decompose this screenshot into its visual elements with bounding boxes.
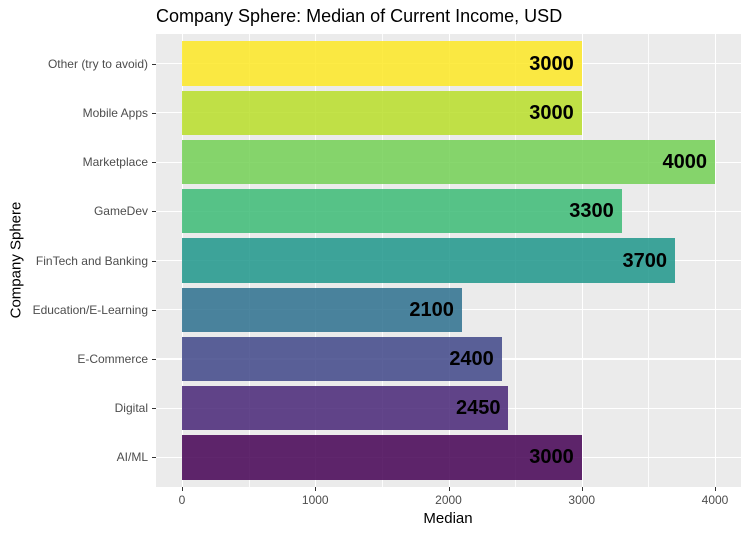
bar-value-label: 2100: [409, 298, 454, 321]
x-tick-label: 2000: [435, 493, 462, 507]
bar: [182, 287, 462, 332]
y-tick-label: Mobile Apps: [82, 105, 148, 120]
y-tick-mark: [152, 162, 156, 164]
y-tick-mark: [152, 457, 156, 459]
x-tick-mark: [715, 487, 716, 491]
x-tick-mark: [581, 487, 583, 491]
bar-value-label: 3000: [529, 446, 574, 469]
bar-value-label: 2400: [449, 347, 494, 370]
y-tick-mark: [152, 358, 156, 360]
bar-value-label: 3300: [569, 200, 614, 223]
y-tick-label: Digital: [114, 401, 148, 416]
y-tick-label: FinTech and Banking: [35, 253, 148, 268]
bar-value-label: 4000: [662, 151, 708, 174]
y-axis-title: Company Sphere: [7, 201, 25, 319]
y-tick-mark: [152, 408, 156, 410]
y-tick-label: Education/E-Learning: [32, 302, 148, 317]
bar-value-label: 2450: [455, 397, 501, 420]
bar: [182, 435, 582, 480]
plot-panel: 3000 3000 4000 3300 3700 2100 2400 2450 3000: [156, 34, 741, 487]
x-tick-label: 1000: [301, 493, 329, 507]
bar: [182, 41, 582, 86]
bar-value-label: 3000: [529, 101, 574, 124]
y-tick-label: Marketplace: [82, 155, 148, 170]
bar: [182, 336, 502, 382]
x-tick-label: 3000: [568, 493, 596, 507]
y-tick-mark: [152, 63, 156, 65]
y-tick-mark: [152, 112, 156, 114]
bar: [182, 189, 622, 234]
y-tick-label: E-Commerce: [77, 351, 148, 366]
y-tick-mark: [152, 260, 156, 262]
x-tick-label: 0: [178, 493, 186, 507]
bar: [182, 238, 676, 283]
x-axis-title: Median: [423, 510, 473, 527]
y-tick-label: GameDev: [93, 204, 148, 219]
y-tick-label: AI/ML: [116, 450, 148, 465]
bar: [182, 90, 582, 135]
bar: [182, 386, 509, 431]
y-tick-mark: [152, 309, 156, 311]
x-tick-label: 4000: [701, 493, 729, 507]
chart-title: Company Sphere: Median of Current Income…: [156, 6, 563, 26]
x-tick-mark: [315, 487, 317, 491]
bar-value-label: 3000: [529, 52, 574, 75]
bar: [182, 139, 715, 185]
y-tick-label: Other (try to avoid): [47, 56, 148, 71]
bar-value-label: 3700: [622, 249, 668, 272]
x-tick-mark: [448, 487, 450, 491]
y-tick-mark: [152, 211, 156, 213]
x-tick-mark: [182, 487, 183, 491]
